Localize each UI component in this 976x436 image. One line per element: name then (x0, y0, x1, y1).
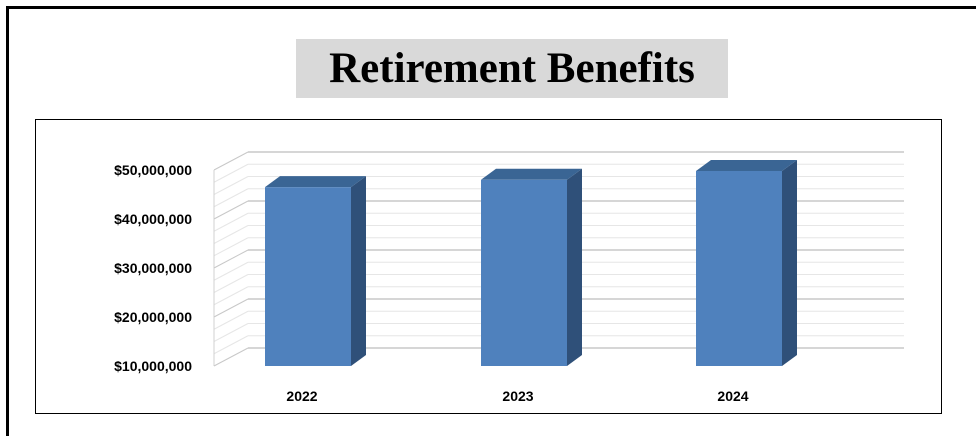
y-tick-label: $10,000,000 (114, 358, 192, 374)
bar-side (782, 159, 797, 366)
bar-chart: $10,000,000 $20,000,000 $30,000,000 $40,000… (114, 151, 904, 404)
bar (265, 187, 351, 366)
gridline-side (213, 151, 249, 171)
bar-side (351, 176, 366, 366)
y-tick-label: $30,000,000 (114, 260, 192, 276)
bar-top (265, 176, 366, 188)
x-tick-label: 2022 (286, 388, 317, 404)
gridline-side (213, 237, 249, 257)
gridline-side (213, 310, 249, 330)
bar-top (696, 159, 797, 171)
chart-title: Retirement Benefits (329, 45, 695, 92)
y-tick-label: $50,000,000 (114, 162, 192, 178)
gridline-side (213, 225, 249, 244)
gridline-side (213, 163, 249, 183)
chart-frame (6, 6, 976, 436)
title-banner: Retirement Benefits (296, 39, 728, 98)
chart-plot-box: $10,000,000 $20,000,000 $30,000,000 $40,000… (35, 119, 942, 414)
x-tick-label: 2023 (502, 388, 533, 404)
gridline-side (213, 200, 249, 220)
gridline-side (213, 176, 249, 195)
bar (696, 170, 782, 366)
y-tick-label: $20,000,000 (114, 309, 192, 325)
gridline-side (213, 212, 249, 232)
bar-side (567, 168, 582, 366)
bar (481, 179, 567, 366)
gridline-side (213, 188, 249, 208)
y-tick-label: $40,000,000 (114, 211, 192, 227)
gridline-side (213, 347, 249, 367)
gridline-side (213, 298, 249, 318)
gridline-side (213, 323, 249, 342)
x-tick-label: 2024 (717, 388, 748, 404)
gridline-side (213, 335, 249, 355)
gridline-side (213, 261, 249, 281)
bar-top (481, 168, 582, 180)
gridline-side (213, 286, 249, 306)
gridline-side (213, 249, 249, 269)
gridline-side (213, 274, 249, 293)
